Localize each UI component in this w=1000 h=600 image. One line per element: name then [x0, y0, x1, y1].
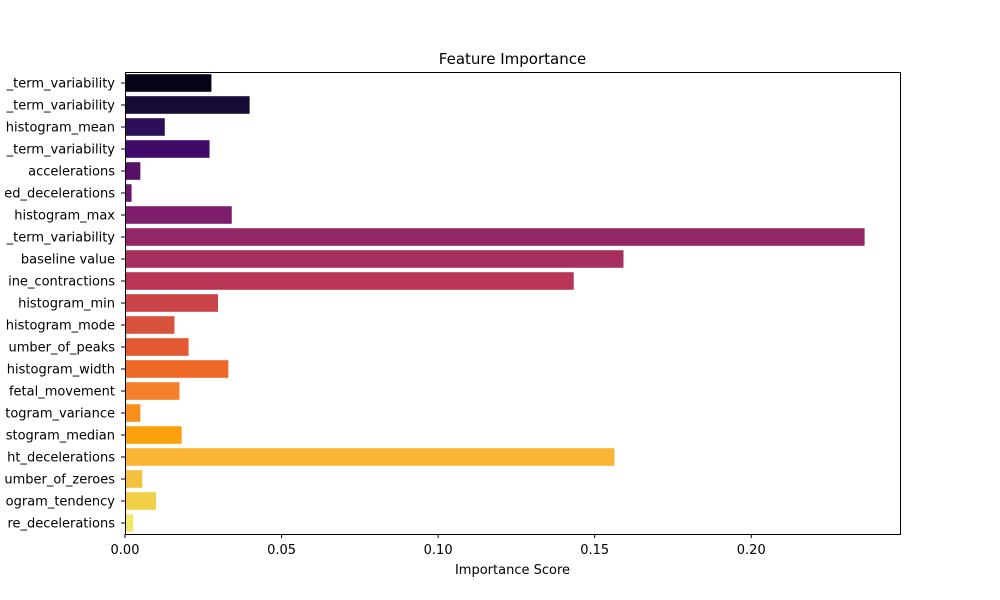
- bar: [125, 228, 865, 246]
- y-tick-label: ht_decelerations: [7, 451, 115, 466]
- y-tick-label: ogram_tendency: [6, 495, 116, 510]
- x-tick-label: 0.15: [580, 543, 609, 558]
- y-tick-label: accelerations: [28, 165, 115, 180]
- bar: [125, 492, 156, 510]
- y-tick-label: histogram_mean: [6, 121, 115, 136]
- y-tick-label: re_decelerations: [7, 517, 115, 532]
- x-axis-label: Importance Score: [455, 563, 570, 578]
- y-tick-label: togram_variance: [5, 407, 115, 422]
- bar: [125, 74, 212, 92]
- bar: [125, 206, 232, 224]
- bar: [125, 338, 189, 356]
- bar: [125, 294, 218, 312]
- bar: [125, 162, 141, 180]
- plot-frame: [125, 72, 901, 535]
- bar: [125, 382, 180, 400]
- bar: [125, 140, 210, 158]
- y-tick-label: _term_variability: [6, 231, 116, 246]
- y-tick-label: histogram_width: [7, 363, 115, 378]
- x-tick-label: 0.05: [267, 543, 296, 558]
- y-tick-label: umber_of_peaks: [8, 341, 115, 356]
- y-tick-label: _term_variability: [6, 143, 116, 158]
- bar: [125, 316, 175, 334]
- bar: [125, 250, 624, 268]
- y-tick-label: umber_of_zeroes: [4, 473, 115, 488]
- y-tick-label: _term_variability: [6, 77, 116, 92]
- y-tick-label: fetal_movement: [9, 385, 115, 400]
- y-axis-ticks: _term_variability_term_variabilityhistog…: [4, 77, 125, 532]
- y-tick-label: histogram_mode: [6, 319, 115, 334]
- y-tick-label: _term_variability: [6, 99, 116, 114]
- x-tick-label: 0.00: [111, 543, 140, 558]
- bar: [125, 96, 250, 114]
- chart-title: Feature Importance: [439, 50, 586, 68]
- bar: [125, 448, 615, 466]
- y-tick-label: histogram_max: [14, 209, 115, 224]
- y-tick-label: baseline value: [21, 253, 115, 268]
- x-tick-label: 0.10: [424, 543, 453, 558]
- bar: [125, 514, 134, 532]
- x-axis-ticks: 0.00 0.05 0.10 0.15 0.20: [111, 534, 766, 558]
- x-tick-label: 0.20: [737, 543, 766, 558]
- bar: [125, 272, 574, 290]
- bar: [125, 360, 229, 378]
- bar: [125, 426, 182, 444]
- y-tick-label: ed_decelerations: [4, 187, 115, 202]
- y-tick-label: stogram_median: [6, 429, 115, 444]
- bars-group: [125, 74, 865, 532]
- bar: [125, 184, 132, 202]
- bar: [125, 470, 143, 488]
- bar: [125, 404, 141, 422]
- bar: [125, 118, 165, 136]
- y-tick-label: ine_contractions: [8, 275, 115, 290]
- y-tick-label: histogram_min: [18, 297, 115, 312]
